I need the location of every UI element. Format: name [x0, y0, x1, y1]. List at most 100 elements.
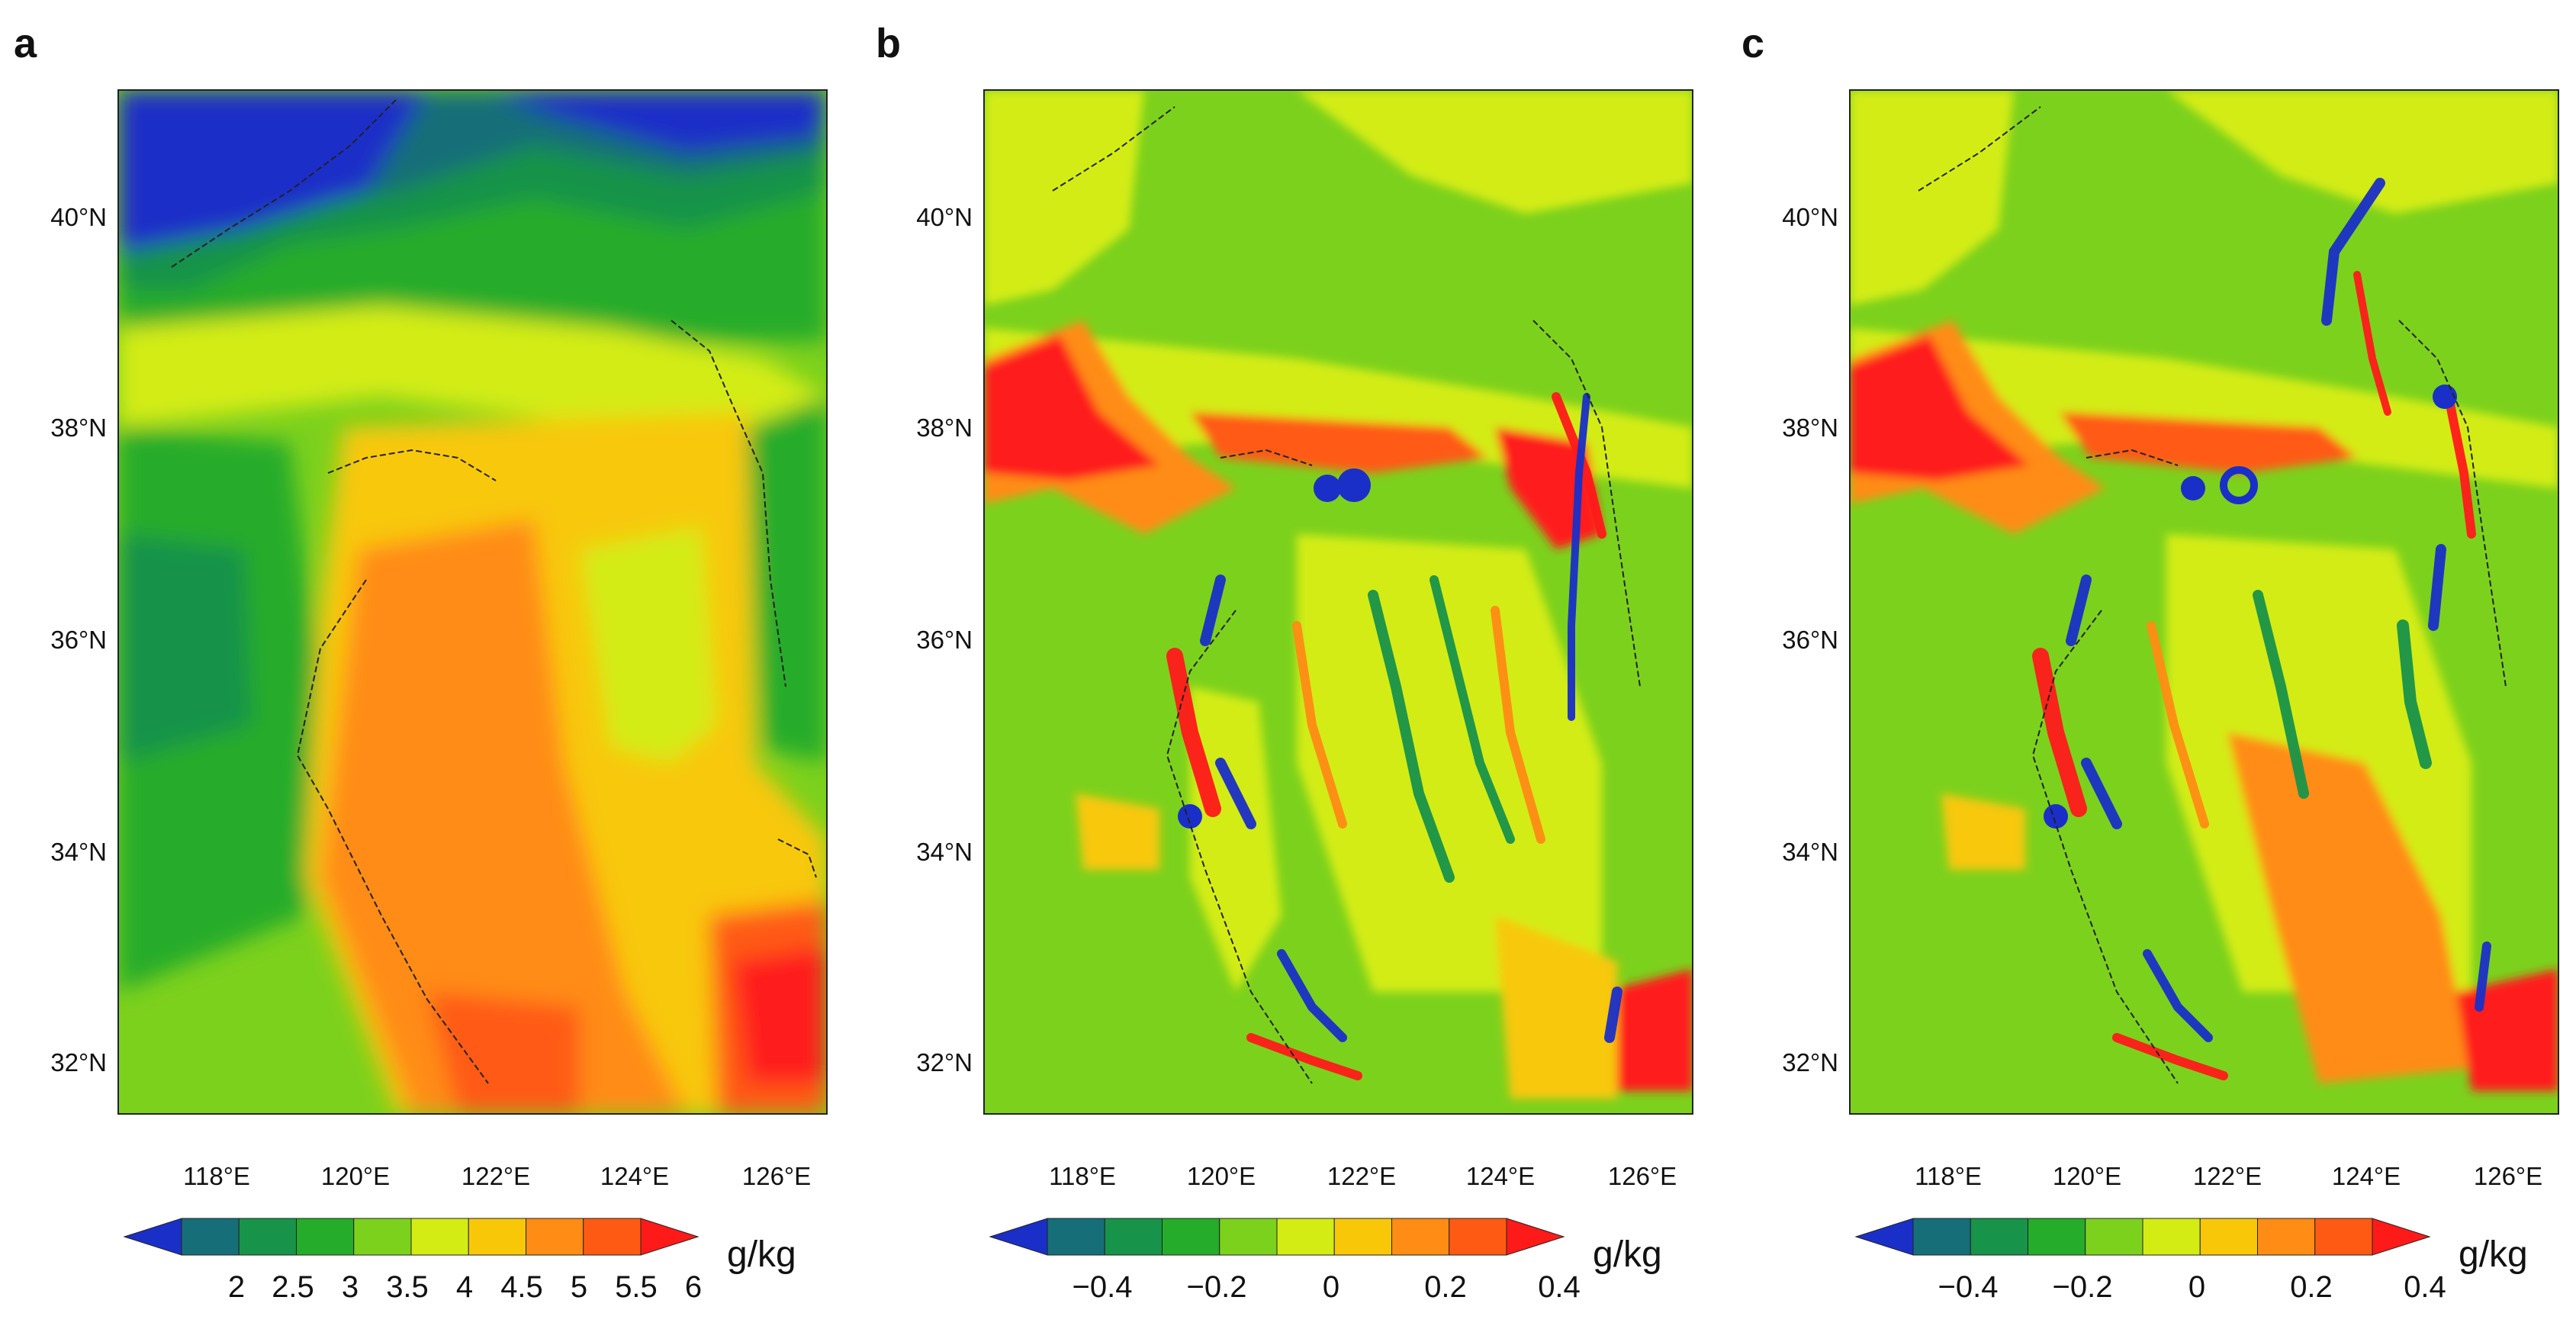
colorbar-tick-label: 0 — [2188, 1270, 2205, 1304]
lon-tick-label: 126°E — [1608, 1162, 1677, 1190]
colorbar-segment — [526, 1218, 584, 1256]
lat-tick-label: 38°N — [50, 414, 107, 442]
lat-tick-label: 40°N — [916, 203, 973, 231]
lat-tick-label: 38°N — [916, 414, 973, 442]
colorbar-tick-label: 0 — [1323, 1270, 1339, 1304]
lon-axis: 118°E 120°E 122°E 124°E 126°E — [183, 1162, 811, 1190]
lon-tick-label: 126°E — [742, 1162, 811, 1190]
colorbar-segment — [1104, 1218, 1163, 1256]
lat-axis: 40°N 38°N 36°N 34°N 32°N — [1782, 203, 1838, 1077]
unit-label: g/kg — [2459, 1234, 2528, 1275]
colorbar-tick-label: 0.2 — [2290, 1270, 2333, 1304]
lat-tick-label: 32°N — [1782, 1048, 1838, 1077]
colorbar-segment — [2314, 1218, 2373, 1256]
colorbar-tick-label: 4 — [456, 1270, 473, 1304]
colorbar-segment — [238, 1218, 297, 1256]
lat-axis: 40°N 38°N 36°N 34°N 32°N — [50, 203, 107, 1077]
colorbar — [989, 1218, 1565, 1256]
colorbar-tick-label: 6 — [685, 1270, 702, 1304]
lat-tick-label: 38°N — [1782, 414, 1838, 442]
colorbar-tick-label: 0.4 — [1538, 1270, 1581, 1304]
lat-tick-label: 40°N — [1782, 203, 1838, 231]
map-field — [1850, 90, 2558, 1114]
panel-a: a — [14, 21, 828, 1304]
colorbar-tick-label: −0.4 — [1938, 1270, 1999, 1304]
colorbar-arrow-low — [1854, 1218, 1914, 1256]
panel-label: a — [14, 21, 37, 66]
colorbar-arrow-high — [1506, 1218, 1565, 1256]
colorbar-segment — [296, 1218, 355, 1256]
colorbar-arrow-low — [123, 1218, 182, 1256]
lon-tick-label: 122°E — [2193, 1162, 2262, 1190]
map-field — [118, 90, 827, 1114]
colorbar-segment — [1912, 1218, 1971, 1256]
lon-tick-label: 120°E — [321, 1162, 390, 1190]
colorbar — [1854, 1218, 2431, 1256]
map-field — [984, 90, 1693, 1114]
lat-tick-label: 32°N — [916, 1048, 973, 1077]
colorbar-tick-label: 0.4 — [2404, 1270, 2446, 1304]
panel-c: c — [1741, 21, 2559, 1304]
lon-tick-label: 124°E — [2332, 1162, 2401, 1190]
lat-axis: 40°N 38°N 36°N 34°N 32°N — [916, 203, 973, 1077]
colorbar-labels: 2 2.5 3 3.5 4 4.5 5 5.5 6 — [228, 1270, 702, 1304]
colorbar-tick-label: 4.5 — [500, 1270, 543, 1304]
colorbar — [123, 1218, 699, 1256]
lon-tick-label: 120°E — [1187, 1162, 1256, 1190]
colorbar-segment — [181, 1218, 240, 1256]
lon-tick-label: 118°E — [1915, 1162, 1982, 1190]
lat-tick-label: 36°N — [1782, 626, 1838, 654]
lat-tick-label: 34°N — [1782, 838, 1838, 866]
colorbar-segment — [1047, 1218, 1105, 1256]
colorbar-tick-label: 3.5 — [386, 1270, 429, 1304]
colorbar-segment — [1162, 1218, 1220, 1256]
lat-tick-label: 36°N — [916, 626, 973, 654]
colorbar-segment — [1219, 1218, 1278, 1256]
colorbar-tick-label: 2 — [228, 1270, 245, 1304]
map-frame — [1849, 89, 2559, 1115]
panel-label: c — [1741, 21, 1764, 66]
colorbar-segment — [1391, 1218, 1450, 1256]
colorbar-segment — [468, 1218, 526, 1256]
colorbar-tick-label: 0.2 — [1424, 1270, 1467, 1304]
map-frame — [983, 89, 1693, 1115]
colorbar-arrow-high — [640, 1218, 699, 1256]
lon-tick-label: 122°E — [1327, 1162, 1396, 1190]
colorbar-segment — [2199, 1218, 2258, 1256]
colorbar-labels: −0.4 −0.2 0 0.2 0.4 — [1938, 1270, 2446, 1304]
colorbar-segment — [353, 1218, 412, 1256]
lon-tick-label: 122°E — [461, 1162, 530, 1190]
lon-tick-label: 118°E — [183, 1162, 250, 1190]
colorbar-segment — [1449, 1218, 1507, 1256]
panel-label: b — [876, 21, 901, 66]
colorbar-arrow-high — [2372, 1218, 2431, 1256]
lon-tick-label: 124°E — [600, 1162, 669, 1190]
lat-tick-label: 40°N — [50, 203, 107, 231]
colorbar-segment — [1276, 1218, 1335, 1256]
lon-tick-label: 120°E — [2053, 1162, 2121, 1190]
colorbar-segment — [583, 1218, 642, 1256]
lon-axis: 118°E 120°E 122°E 124°E 126°E — [1915, 1162, 2542, 1190]
colorbar-labels: −0.4 −0.2 0 0.2 0.4 — [1073, 1270, 1581, 1304]
colorbar-tick-label: 3 — [342, 1270, 359, 1304]
colorbar-arrow-low — [989, 1218, 1048, 1256]
colorbar-segment — [1333, 1218, 1392, 1256]
colorbar-tick-label: −0.4 — [1073, 1270, 1133, 1304]
colorbar-segment — [2142, 1218, 2201, 1256]
colorbar-segment — [2085, 1218, 2143, 1256]
lat-tick-label: 36°N — [50, 626, 107, 654]
unit-label: g/kg — [727, 1234, 796, 1275]
unit-label: g/kg — [1593, 1234, 1662, 1275]
colorbar-tick-label: −0.2 — [2053, 1270, 2113, 1304]
lon-tick-label: 118°E — [1049, 1162, 1116, 1190]
lat-tick-label: 32°N — [50, 1048, 107, 1077]
colorbar-segment — [1970, 1218, 2028, 1256]
colorbar-tick-label: 5 — [571, 1270, 587, 1304]
lon-axis: 118°E 120°E 122°E 124°E 126°E — [1049, 1162, 1677, 1190]
map-frame — [117, 89, 828, 1115]
colorbar-segment — [2028, 1218, 2086, 1256]
lat-tick-label: 34°N — [916, 838, 973, 866]
colorbar-tick-label: −0.2 — [1187, 1270, 1247, 1304]
colorbar-segment — [410, 1218, 469, 1256]
